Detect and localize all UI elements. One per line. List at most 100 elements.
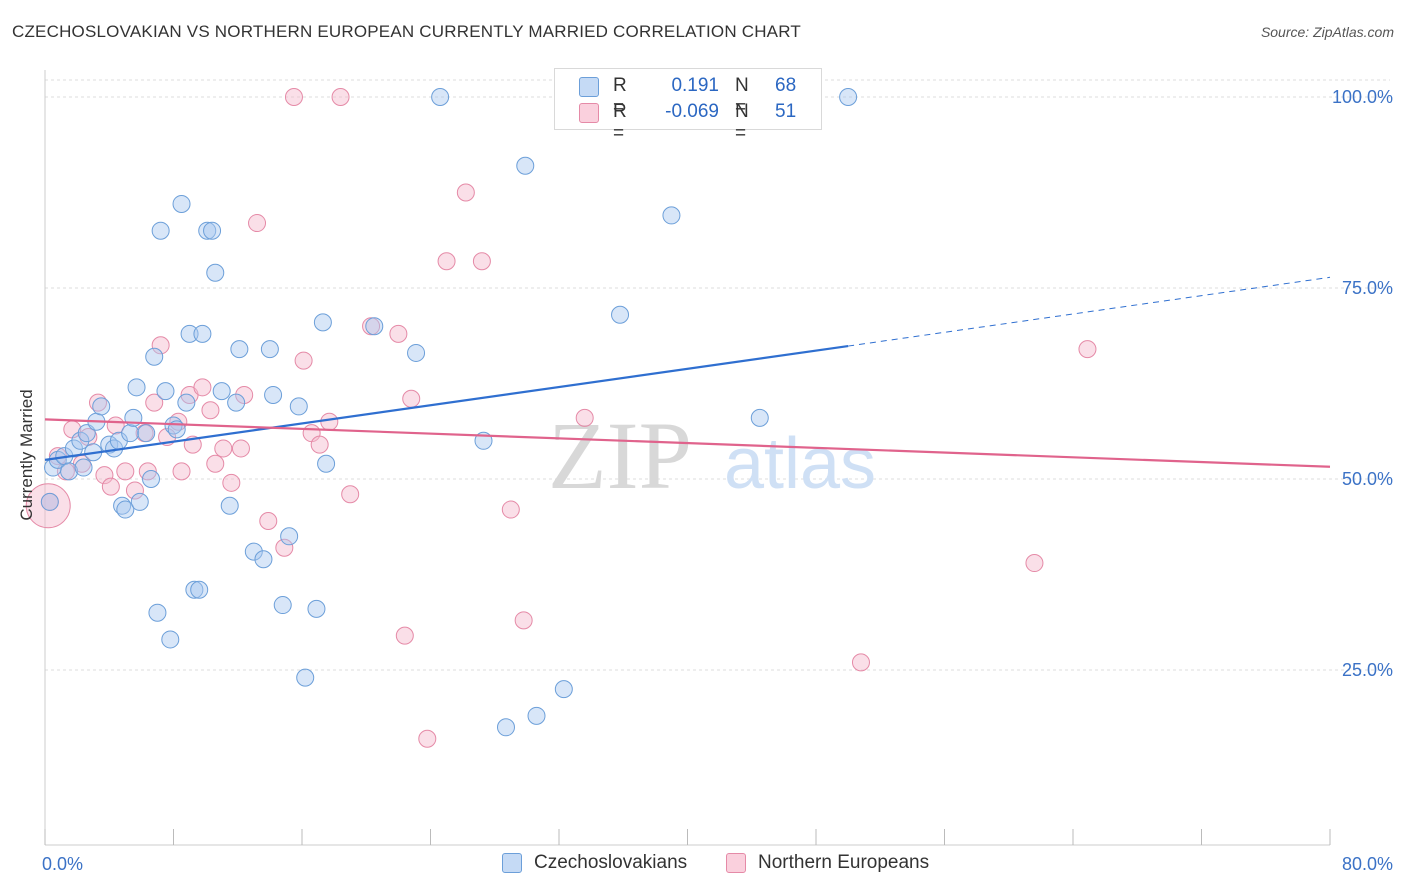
trend-line-czechoslovakians-extension	[848, 276, 1331, 347]
data-point-northern-europeans	[437, 252, 456, 271]
data-point-czechoslovakians	[273, 596, 292, 615]
legend-n-value: 68	[775, 75, 797, 96]
data-point-northern-europeans	[341, 485, 360, 504]
correlation-legend: R = 0.191 N = 68 R = -0.069 N = 51	[554, 68, 822, 144]
watermark-atlas: atlas	[724, 424, 876, 504]
data-point-northern-europeans	[259, 512, 278, 531]
trend-line-northern-europeans	[44, 418, 1331, 468]
data-point-northern-europeans	[95, 466, 114, 485]
data-point-northern-europeans	[214, 439, 233, 458]
data-point-czechoslovakians	[130, 492, 149, 511]
data-point-czechoslovakians	[264, 385, 283, 404]
data-point-northern-europeans	[320, 412, 339, 431]
data-point-northern-europeans	[472, 252, 491, 271]
data-point-northern-europeans	[145, 393, 164, 412]
data-point-czechoslovakians	[206, 263, 225, 282]
data-point-northern-europeans	[193, 378, 212, 397]
data-point-czechoslovakians	[260, 340, 279, 359]
data-point-northern-europeans	[275, 538, 294, 557]
data-point-czechoslovakians	[554, 680, 573, 699]
data-point-northern-europeans	[514, 611, 533, 630]
data-point-czechoslovakians	[116, 500, 135, 519]
y-tick-label: 75.0%	[1342, 278, 1393, 298]
legend-swatch-blue	[579, 77, 599, 97]
chart-title: CZECHOSLOVAKIAN VS NORTHERN EUROPEAN CUR…	[12, 22, 801, 41]
source-label: Source: ZipAtlas.com	[1260, 24, 1394, 40]
data-point-czechoslovakians	[244, 542, 263, 561]
data-point-northern-europeans	[231, 439, 250, 458]
x-tick-label-min: 0.0%	[42, 854, 83, 874]
data-point-czechoslovakians	[516, 156, 535, 175]
data-point-northern-europeans	[206, 454, 225, 473]
data-point-czechoslovakians	[750, 408, 769, 427]
data-point-czechoslovakians	[77, 424, 96, 443]
data-point-northern-europeans	[575, 408, 594, 427]
watermark-zip: ZIP	[548, 402, 692, 509]
y-tick-labels: 25.0% 50.0% 75.0% 100.0%	[1332, 87, 1393, 680]
data-point-czechoslovakians	[190, 580, 209, 599]
x-tick-label-max: 80.0%	[1342, 854, 1393, 874]
data-point-czechoslovakians	[145, 347, 164, 366]
data-point-czechoslovakians	[289, 397, 308, 416]
data-point-northern-europeans	[331, 88, 350, 106]
data-point-northern-europeans	[116, 462, 135, 481]
data-point-northern-europeans	[402, 389, 421, 408]
data-point-czechoslovakians	[496, 718, 515, 737]
y-tick-label: 100.0%	[1332, 87, 1393, 107]
legend-r-value: -0.069	[665, 101, 719, 122]
data-point-czechoslovakians	[180, 324, 199, 343]
data-point-czechoslovakians	[611, 305, 630, 324]
data-point-czechoslovakians	[193, 324, 212, 343]
data-point-czechoslovakians	[317, 454, 336, 473]
data-point-northern-europeans	[389, 324, 408, 343]
data-point-northern-europeans	[201, 401, 220, 420]
data-point-czechoslovakians	[254, 550, 273, 569]
data-point-czechoslovakians	[156, 382, 175, 401]
data-point-northern-europeans	[395, 626, 414, 645]
y-tick-label: 50.0%	[1342, 469, 1393, 489]
data-point-northern-europeans	[456, 183, 475, 202]
data-point-czechoslovakians	[527, 706, 546, 725]
series-czechoslovakians-points	[40, 88, 858, 737]
watermark: ZIP atlas	[548, 402, 876, 509]
data-point-czechoslovakians	[185, 580, 204, 599]
data-point-northern-europeans	[125, 481, 144, 500]
data-point-northern-europeans	[851, 653, 870, 672]
data-point-czechoslovakians	[296, 668, 315, 687]
data-point-czechoslovakians	[365, 317, 384, 336]
trend-line-czechoslovakians	[44, 344, 849, 461]
data-point-czechoslovakians	[839, 88, 858, 106]
bottom-legend-label: Northern Europeans	[758, 852, 930, 873]
data-point-czechoslovakians	[307, 599, 326, 618]
legend-n-label: N =	[735, 101, 749, 144]
data-point-czechoslovakians	[203, 221, 222, 240]
axes	[44, 70, 1331, 846]
data-point-czechoslovakians	[71, 431, 90, 450]
data-point-czechoslovakians	[220, 496, 239, 515]
bottom-legend-swatch-pink	[726, 853, 746, 873]
bottom-legend-label: Czechoslovakians	[534, 852, 688, 873]
data-point-czechoslovakians	[227, 393, 246, 412]
data-point-czechoslovakians	[212, 382, 231, 401]
data-point-czechoslovakians	[313, 313, 332, 332]
data-point-northern-europeans	[151, 336, 170, 355]
data-point-northern-europeans	[294, 351, 313, 370]
data-point-czechoslovakians	[177, 393, 196, 412]
data-point-czechoslovakians	[151, 221, 170, 240]
data-point-czechoslovakians	[280, 527, 299, 546]
data-point-czechoslovakians	[662, 206, 681, 225]
data-point-northern-europeans	[418, 729, 437, 748]
legend-swatch-pink	[579, 103, 599, 123]
data-point-czechoslovakians	[161, 630, 180, 649]
data-point-northern-europeans	[101, 477, 120, 496]
y-tick-label: 25.0%	[1342, 660, 1393, 680]
grid-lines	[45, 79, 1390, 671]
data-point-northern-europeans	[172, 462, 191, 481]
legend-n-label: N =	[735, 75, 749, 118]
data-point-northern-europeans	[248, 214, 267, 233]
data-point-czechoslovakians	[148, 603, 167, 622]
legend-n-value: 51	[775, 101, 797, 122]
data-point-northern-europeans	[1025, 554, 1044, 573]
bottom-legend-swatch-blue	[502, 853, 522, 873]
